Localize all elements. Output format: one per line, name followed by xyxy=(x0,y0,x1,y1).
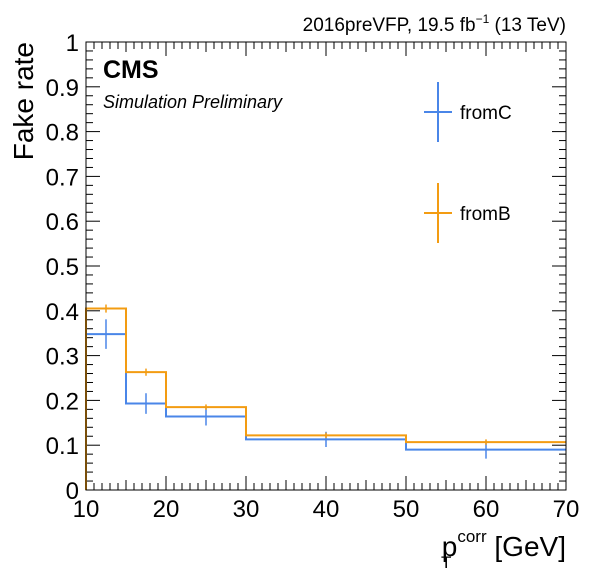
x-tick-label: 20 xyxy=(153,496,180,523)
x-tick-label: 40 xyxy=(313,496,340,523)
series-layer xyxy=(85,304,566,490)
y-tick-label: 0.2 xyxy=(46,388,79,415)
y-tick-label: 0.1 xyxy=(46,433,79,460)
step-line-fromC xyxy=(85,333,566,490)
x-tick-label: 30 xyxy=(233,496,260,523)
x-axis-label: pcorr [GeV] xyxy=(442,527,566,562)
x-tick-label: 10 xyxy=(73,496,100,523)
series-fromC xyxy=(85,319,566,490)
tick-labels: 10 20 30 40 50 60 70 0 0.1 0.2 0.3 0.4 0.5 0.6 0.7 0.8 0… xyxy=(46,30,580,523)
chart-header: 2016preVFP, 19.5 fb−1 (13 TeV) xyxy=(303,12,566,36)
x-tick-label: 70 xyxy=(553,496,580,523)
series-fromB xyxy=(85,304,566,490)
legend-label: fromC xyxy=(460,103,512,124)
step-line-fromB xyxy=(85,307,566,490)
x-tick-label: 50 xyxy=(393,496,420,523)
y-tick-label: 0.8 xyxy=(46,120,79,147)
legend-label: fromB xyxy=(460,204,511,225)
legend: fromC fromB xyxy=(424,82,512,243)
y-tick-label: 1 xyxy=(66,30,79,57)
y-tick-label: 0.7 xyxy=(46,164,79,191)
y-tick-label: 0.3 xyxy=(46,344,79,371)
y-axis-label: Fake rate xyxy=(8,42,39,160)
y-tick-label: 0.9 xyxy=(46,75,79,102)
y-tick-label: 0 xyxy=(66,478,79,505)
plot-frame xyxy=(85,41,567,491)
x-axis-label-subscript: T xyxy=(441,553,451,572)
chart-subtitle: Simulation Preliminary xyxy=(103,92,283,112)
y-tick-label: 0.5 xyxy=(46,254,79,281)
x-tick-label: 60 xyxy=(473,496,500,523)
legend-item-fromB: fromB xyxy=(424,183,511,243)
legend-item-fromC: fromC xyxy=(424,82,512,142)
y-tick-label: 0.6 xyxy=(46,209,79,236)
experiment-label: CMS xyxy=(103,56,159,84)
y-tick-label: 0.4 xyxy=(46,299,79,326)
